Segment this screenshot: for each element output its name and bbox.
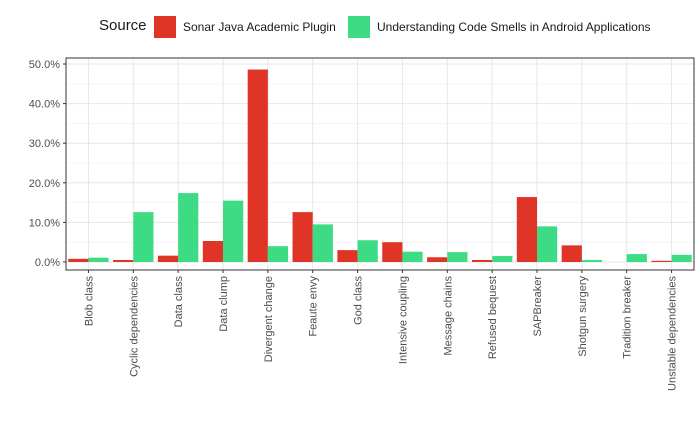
bar-sonar-intensive-coupling <box>382 242 403 262</box>
legend-item-android: Understanding Code Smells in Android App… <box>348 16 651 38</box>
y-tick-label: 40.0% <box>29 99 60 111</box>
bar-android-message-chains <box>447 252 468 262</box>
bar-android-feaute-envy <box>312 224 333 262</box>
bar-android-divergent-change <box>267 246 289 262</box>
bar-sonar-blob-class <box>68 258 89 262</box>
x-tick-label: Shotgun surgery <box>577 276 589 357</box>
x-tick-label: Divergent change <box>263 276 275 362</box>
legend-label-android: Understanding Code Smells in Android App… <box>377 20 651 34</box>
y-tick-label: 50.0% <box>29 59 60 71</box>
x-tick-label: Cyclic dependencies <box>128 276 140 377</box>
bar-sonar-refused-bequest <box>471 260 493 262</box>
bar-sonar-god-class <box>337 250 358 262</box>
x-tick-label: Intensive coupling <box>397 276 409 364</box>
bar-sonar-data-class <box>157 255 179 262</box>
x-tick-label: Blob class <box>83 276 95 327</box>
x-tick-label: Unstable dependencies <box>667 276 679 391</box>
bar-sonar-sapbreaker <box>516 197 537 262</box>
bars <box>68 69 692 262</box>
legend-key-android <box>348 16 370 38</box>
x-tick-label: Data class <box>173 276 185 328</box>
legend-label-sonar: Sonar Java Academic Plugin <box>183 20 336 34</box>
legend: Source Sonar Java Academic Plugin Unders… <box>0 0 700 52</box>
bar-sonar-message-chains <box>427 257 448 262</box>
bar-android-cyclic-dependencies <box>133 212 154 262</box>
plot-border <box>65 57 695 271</box>
x-tick-label: Refused bequest <box>487 276 499 359</box>
y-tick-label: 20.0% <box>29 178 60 190</box>
x-tick-label: Feaute envy <box>308 276 320 337</box>
bar-android-tradition-breaker <box>626 254 647 262</box>
bar-android-blob-class <box>88 257 109 262</box>
y-tick-label: 0.0% <box>35 257 60 269</box>
bar-android-data-class <box>178 193 199 262</box>
x-tick-label: Tradition breaker <box>622 276 634 359</box>
bar-android-god-class <box>357 240 378 262</box>
y-tick-label: 10.0% <box>29 217 60 229</box>
bar-sonar-cyclic-dependencies <box>113 260 134 262</box>
bar-sonar-data-clump <box>202 241 223 262</box>
bar-android-intensive-coupling <box>402 251 423 262</box>
bar-android-sapbreaker <box>537 226 558 262</box>
bar-sonar-feaute-envy <box>292 212 313 262</box>
y-tick-label: 30.0% <box>29 138 60 150</box>
legend-key-sonar <box>154 16 176 38</box>
x-tick-label: SAPBreaker <box>532 276 544 337</box>
bar-sonar-unstable-dependencies <box>651 260 672 262</box>
legend-item-sonar: Sonar Java Academic Plugin <box>154 16 336 38</box>
x-tick-label: God class <box>353 276 365 325</box>
x-tick-label: Message chains <box>442 276 454 356</box>
legend-title: Source <box>99 17 147 34</box>
bar-sonar-shotgun-surgery <box>561 245 582 262</box>
bar-android-data-clump <box>223 200 244 262</box>
plot-panel <box>66 58 694 270</box>
bar-android-refused-bequest <box>492 256 513 262</box>
bar-sonar-divergent-change <box>247 69 268 262</box>
y-axis: 0.0% 10.0% 20.0% 30.0% 40.0% 50.0% <box>29 59 66 269</box>
bar-android-unstable-dependencies <box>671 254 692 262</box>
x-tick-label: Data clump <box>218 276 230 332</box>
bar-android-shotgun-surgery <box>581 260 603 262</box>
x-axis: Blob class Cyclic dependencies Data class D… <box>83 270 679 391</box>
